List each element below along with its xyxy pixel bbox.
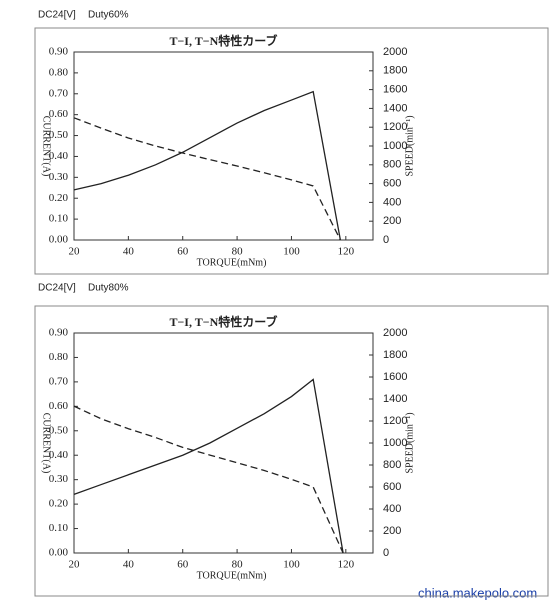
y2-tick-label: 800 <box>383 459 401 471</box>
annotation: Duty60% <box>88 10 129 21</box>
x-axis-label: TORQUE(mNm) <box>197 257 267 268</box>
y2-tick-label: 1600 <box>383 84 407 96</box>
y2-axis-label: SPEED(min⁻¹) <box>404 412 415 473</box>
y2-tick-label: 2000 <box>383 327 407 339</box>
y-tick-label: 0.20 <box>49 498 69 510</box>
y2-tick-label: 600 <box>383 178 401 190</box>
series-line <box>73 90 342 241</box>
y2-tick-label: 0 <box>383 547 389 559</box>
y2-tick-label: 200 <box>383 215 401 227</box>
x-tick-label: 20 <box>69 559 81 571</box>
y-axis-label: CURRENT(A) <box>41 116 52 177</box>
y2-tick-label: 600 <box>383 481 401 493</box>
plot-area <box>73 51 374 241</box>
series-line <box>73 378 344 554</box>
x-tick-label: 60 <box>177 559 189 571</box>
y-tick-label: 0.50 <box>49 129 69 141</box>
y-tick-label: 0.90 <box>49 327 69 339</box>
series-line <box>73 405 344 554</box>
y-tick-label: 0.50 <box>49 424 69 436</box>
annotation: DC24[V] <box>38 10 76 21</box>
y-tick-label: 0.20 <box>49 192 69 204</box>
x-tick-label: 80 <box>232 559 244 571</box>
chart-frame <box>34 305 549 597</box>
y2-tick-label: 1000 <box>383 140 407 152</box>
y2-tick-label: 2000 <box>383 46 407 58</box>
y-tick-label: 0.60 <box>49 108 69 120</box>
y-tick-label: 0.60 <box>49 400 69 412</box>
y-tick-label: 0.80 <box>49 351 69 363</box>
annotation: DC24[V] <box>38 283 76 294</box>
y2-tick-label: 800 <box>383 159 401 171</box>
y-tick-label: 0.40 <box>49 150 69 162</box>
watermark: china.makepolo.com <box>418 585 537 600</box>
y-tick-label: 0.00 <box>49 234 69 246</box>
y2-tick-label: 400 <box>383 503 401 515</box>
y-tick-label: 0.30 <box>49 171 69 183</box>
x-tick-label: 80 <box>232 246 244 258</box>
y2-tick-label: 1200 <box>383 121 407 133</box>
x-tick-label: 100 <box>283 246 300 258</box>
y2-tick-label: 1800 <box>383 349 407 361</box>
y-tick-label: 0.70 <box>49 87 69 99</box>
chart-frame <box>34 27 549 275</box>
y2-tick-label: 0 <box>383 234 389 246</box>
y2-tick-label: 200 <box>383 525 401 537</box>
y-tick-label: 0.80 <box>49 66 69 78</box>
chart-title: T−I, T−N特性カーブ <box>169 314 277 329</box>
y-tick-label: 0.10 <box>49 213 69 225</box>
y-tick-label: 0.30 <box>49 473 69 485</box>
y2-tick-label: 1800 <box>383 65 407 77</box>
y-tick-label: 0.90 <box>49 46 69 58</box>
x-tick-label: 20 <box>69 246 81 258</box>
x-tick-label: 120 <box>338 559 355 571</box>
x-axis-label: TORQUE(mNm) <box>197 570 267 581</box>
y2-tick-label: 1400 <box>383 393 407 405</box>
annotation: Duty80% <box>88 283 129 294</box>
y2-tick-label: 1200 <box>383 415 407 427</box>
y2-tick-label: 400 <box>383 196 401 208</box>
y-tick-label: 0.70 <box>49 375 69 387</box>
chart-title: T−I, T−N特性カーブ <box>169 33 277 48</box>
y2-tick-label: 1600 <box>383 371 407 383</box>
series-line <box>73 117 341 241</box>
x-tick-label: 40 <box>123 559 135 571</box>
y-axis-label: CURRENT(A) <box>41 413 52 474</box>
y-tick-label: 0.40 <box>49 449 69 461</box>
x-tick-label: 40 <box>123 246 135 258</box>
y-tick-label: 0.10 <box>49 522 69 534</box>
y2-tick-label: 1400 <box>383 102 407 114</box>
y2-tick-label: 1000 <box>383 437 407 449</box>
y-tick-label: 0.00 <box>49 547 69 559</box>
y2-axis-label: SPEED(min⁻¹) <box>404 115 415 176</box>
x-tick-label: 120 <box>338 246 355 258</box>
x-tick-label: 100 <box>283 559 300 571</box>
x-tick-label: 60 <box>177 246 189 258</box>
